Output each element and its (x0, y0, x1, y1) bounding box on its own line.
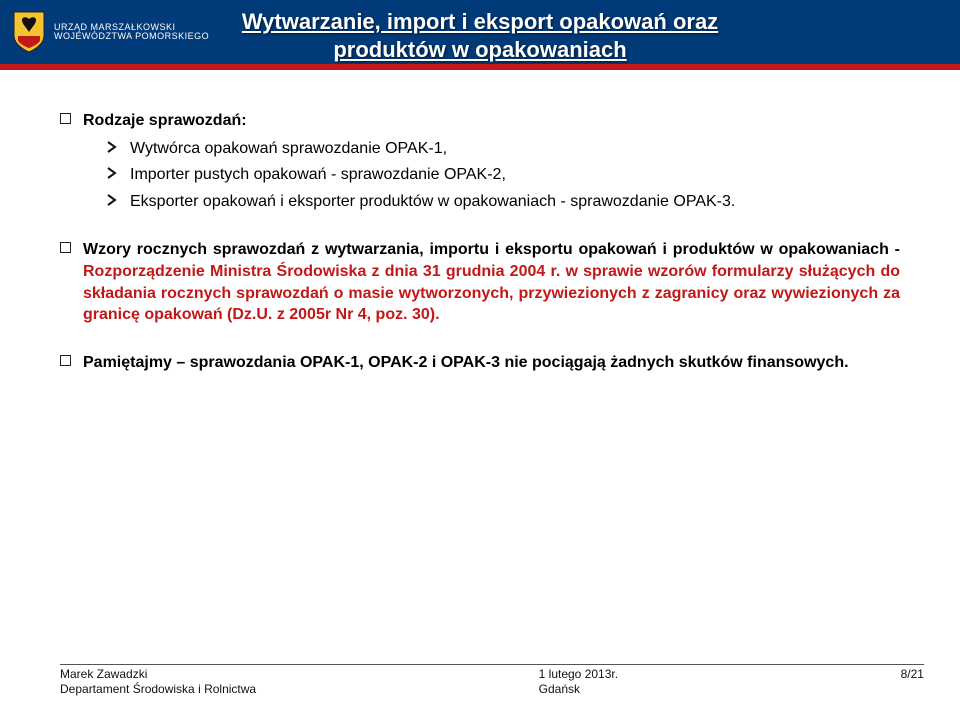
section-rodzaje: Rodzaje sprawozdań: Wytwórca opakowań sp… (60, 110, 900, 213)
sub-list: Wytwórca opakowań sprawozdanie OPAK-1, I… (106, 138, 900, 214)
square-bullet-icon (60, 242, 71, 253)
footer-row: Marek Zawadzki Departament Środowiska i … (60, 667, 924, 697)
org-name: URZĄD MARSZAŁKOWSKI WOJEWÓDZTWA POMORSKI… (54, 23, 209, 42)
sub-item-1: Wytwórca opakowań sprawozdanie OPAK-1, (106, 138, 900, 161)
bullet-1: Rodzaje sprawozdań: (60, 110, 900, 132)
footer-dept: Departament Środowiska i Rolnictwa (60, 682, 256, 697)
footer-city: Gdańsk (539, 682, 618, 697)
footer-divider (60, 664, 924, 665)
sub-item-2: Importer pustych opakowań - sprawozdanie… (106, 164, 900, 187)
sub-item-3-text: Eksporter opakowań i eksporter produktów… (130, 191, 735, 213)
chevron-icon (106, 139, 120, 161)
sub-item-2-text: Importer pustych opakowań - sprawozdanie… (130, 164, 506, 186)
section-wzory: Wzory rocznych sprawozdań z wytwarzania,… (60, 239, 900, 325)
content-area: Rodzaje sprawozdań: Wytwórca opakowań sp… (0, 70, 960, 373)
bullet-2-plain: Wzory rocznych sprawozdań z wytwarzania,… (83, 241, 900, 258)
chevron-icon (106, 192, 120, 214)
section-pamietajmy: Pamiętajmy – sprawozdania OPAK-1, OPAK-2… (60, 352, 900, 374)
org-line-2: WOJEWÓDZTWA POMORSKIEGO (54, 32, 209, 41)
sub-item-3: Eksporter opakowań i eksporter produktów… (106, 191, 900, 214)
bullet-2-text: Wzory rocznych sprawozdań z wytwarzania,… (83, 239, 900, 325)
footer-date: 1 lutego 2013r. (539, 667, 618, 682)
chevron-icon (106, 165, 120, 187)
footer-left: Marek Zawadzki Departament Środowiska i … (60, 667, 256, 697)
footer: Marek Zawadzki Departament Środowiska i … (60, 664, 924, 697)
bullet-2-highlight: Rozporządzenie Ministra Środowiska z dni… (83, 263, 900, 323)
sub-item-1-text: Wytwórca opakowań sprawozdanie OPAK-1, (130, 138, 447, 160)
footer-author: Marek Zawadzki (60, 667, 256, 682)
slide: URZĄD MARSZAŁKOWSKI WOJEWÓDZTWA POMORSKI… (0, 0, 960, 711)
footer-center: 1 lutego 2013r. Gdańsk (539, 667, 618, 697)
header-bar: URZĄD MARSZAŁKOWSKI WOJEWÓDZTWA POMORSKI… (0, 0, 960, 64)
crest-icon (12, 10, 46, 54)
bullet-3-text: Pamiętajmy – sprawozdania OPAK-1, OPAK-2… (83, 352, 900, 374)
footer-page: 8/21 (901, 667, 924, 682)
square-bullet-icon (60, 355, 71, 366)
bullet-1-text: Rodzaje sprawozdań: (83, 110, 900, 132)
slide-title-line1: Wytwarzanie, import i eksport opakowań o… (242, 9, 718, 34)
bullet-3: Pamiętajmy – sprawozdania OPAK-1, OPAK-2… (60, 352, 900, 374)
bullet-2: Wzory rocznych sprawozdań z wytwarzania,… (60, 239, 900, 325)
slide-title-line2: produktów w opakowaniach (333, 37, 626, 62)
square-bullet-icon (60, 113, 71, 124)
